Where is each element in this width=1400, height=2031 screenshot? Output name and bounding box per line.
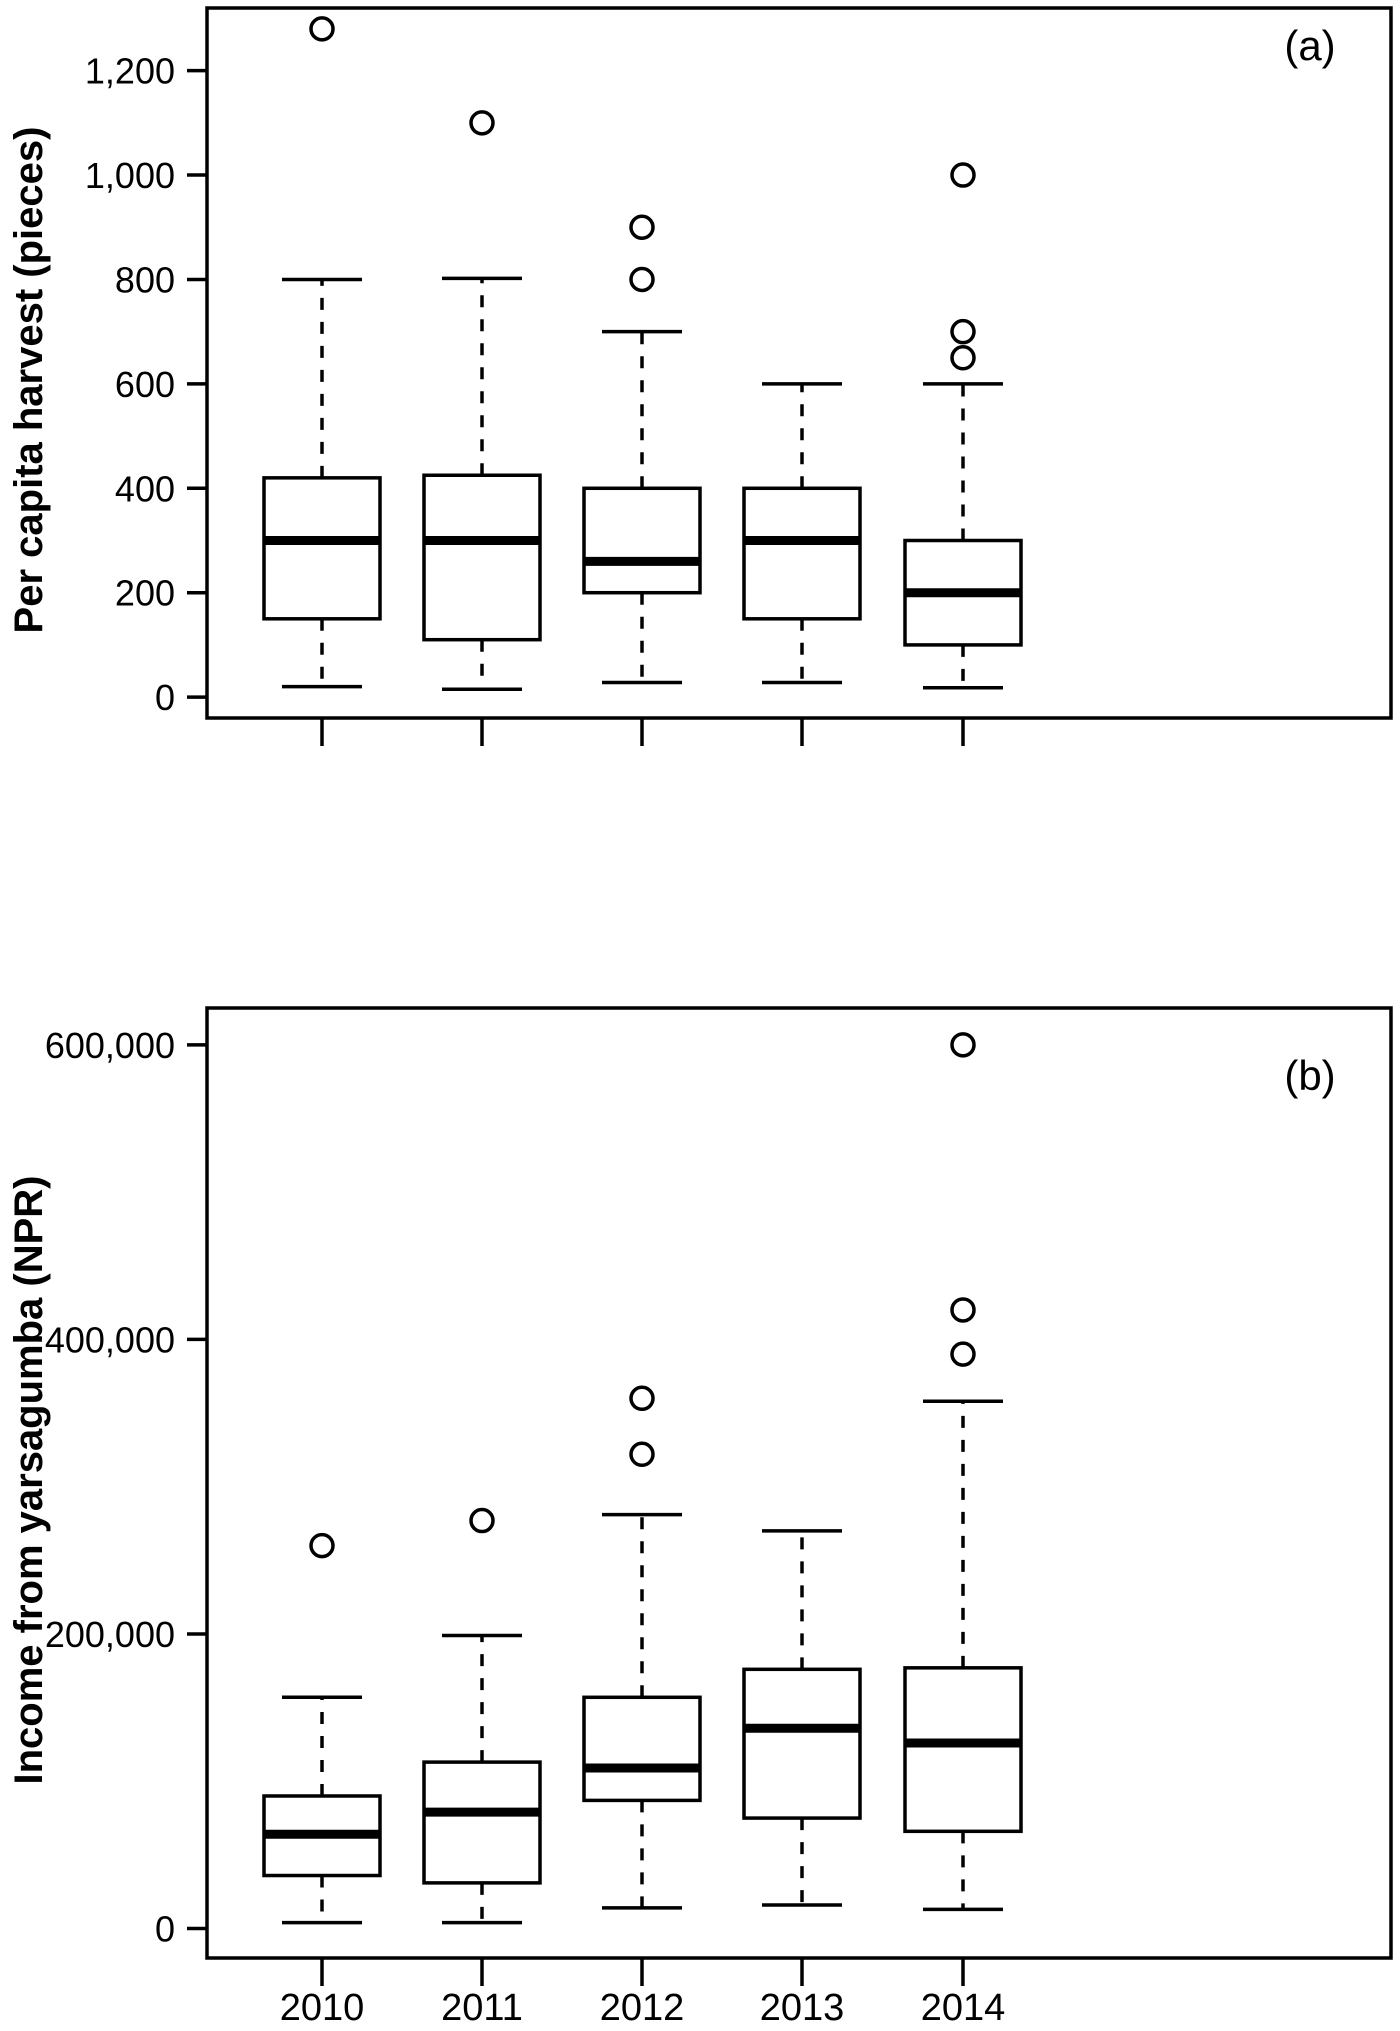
boxplot-a-2010 [262, 16, 382, 689]
x-axis-label-2014: 2014 [921, 1987, 1006, 2029]
panel-b: 0 200,000 400,000 600,000 [45, 1006, 1393, 1986]
outlier-point [950, 1297, 976, 1323]
outlier-point [950, 1032, 976, 1058]
outlier-point [309, 16, 335, 42]
y-tick-label-b-1: 200,000 [45, 1614, 175, 1655]
y-tick-label-a-6: 1,200 [85, 51, 175, 92]
y-tick-label-a-5: 1,000 [85, 155, 175, 196]
outlier-point [950, 318, 976, 345]
x-axis-label-2011: 2011 [441, 1987, 523, 2029]
x-axis-label-2013: 2013 [760, 1987, 845, 2029]
y-tick-label-a-1: 200 [115, 573, 175, 614]
outlier-point [629, 1385, 655, 1412]
outlier-point [469, 110, 495, 136]
outlier-point [950, 1341, 976, 1367]
boxplot-a-2013 [742, 382, 862, 685]
box-iqr [742, 486, 862, 621]
y-axis-title-panel-a: Per capita harvest (pieces) [7, 127, 51, 634]
y-tick-label-b-0: 0 [155, 1909, 175, 1950]
outlier-point [950, 345, 976, 371]
boxplot-a-2014 [903, 162, 1023, 690]
outlier-point [629, 266, 655, 293]
box-iqr [742, 1667, 862, 1820]
panel-label-b: (b) [1284, 1052, 1335, 1099]
y-tick-label-a-0: 0 [155, 677, 175, 718]
boxplot-a-2011 [422, 110, 542, 692]
panel-a: 0 200 400 600 800 1,000 1,200 [85, 6, 1393, 746]
y-tick-label-a-3: 600 [115, 364, 175, 405]
boxplot-a-2012 [582, 214, 702, 685]
outlier-point [629, 214, 655, 241]
y-tick-label-b-2: 400,000 [45, 1319, 175, 1360]
outlier-point [629, 1441, 655, 1468]
plot-frame-b [205, 1006, 1393, 1960]
y-axis-title-panel-b: Income from yarsagumba (NPR) [7, 1175, 51, 1784]
plot-frame-a [205, 6, 1393, 720]
outlier-point [309, 1532, 335, 1559]
box-iqr [903, 1666, 1023, 1834]
boxplot-b-2012 [582, 1385, 702, 1910]
boxplot-b-2013 [742, 1529, 862, 1907]
outlier-point [469, 1507, 495, 1534]
y-tick-label-a-4: 800 [115, 259, 175, 300]
outlier-point [950, 162, 976, 188]
x-axis-label-2010: 2010 [280, 1987, 365, 2029]
box-iqr [582, 486, 702, 595]
panel-label-a: (a) [1284, 22, 1335, 69]
y-tick-label-b-3: 600,000 [45, 1025, 175, 1066]
x-axis-label-2012: 2012 [600, 1987, 685, 2029]
box-iqr [582, 1695, 702, 1803]
box-iqr [422, 473, 542, 642]
boxplot-b-2011 [422, 1507, 542, 1925]
boxplot-b-2014 [903, 1032, 1023, 1912]
box-iqr [262, 476, 382, 621]
y-tick-label-a-2: 400 [115, 468, 175, 509]
boxplot-b-2010 [262, 1532, 382, 1925]
box-iqr [422, 1760, 542, 1885]
